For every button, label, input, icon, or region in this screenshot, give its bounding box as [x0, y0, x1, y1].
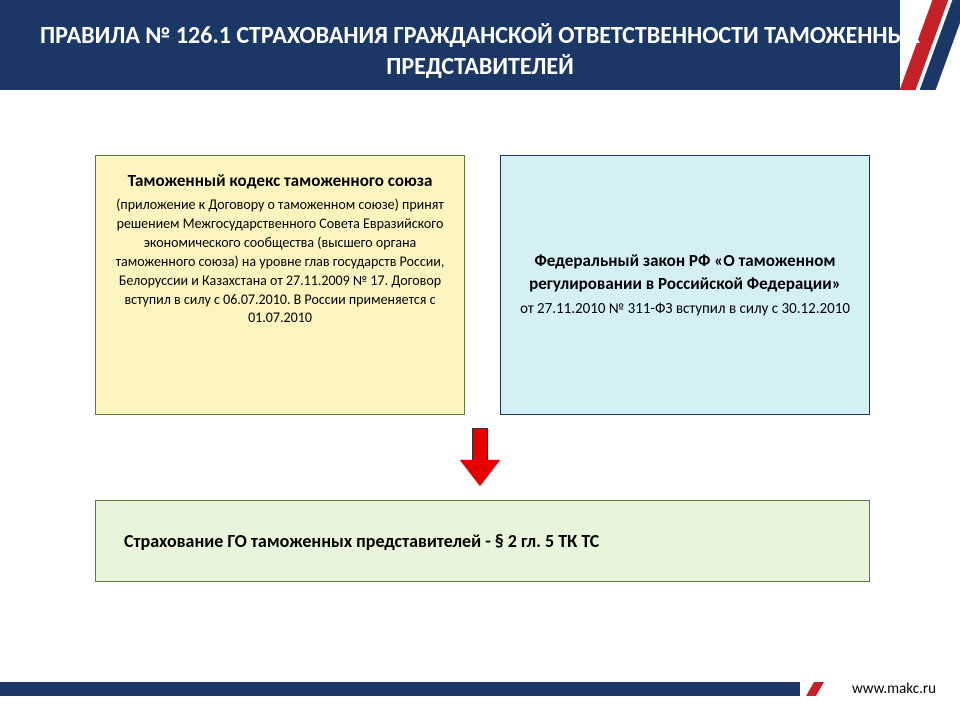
result-text: Страхование ГО таможенных представителей… [108, 530, 615, 552]
arrow-stem [472, 428, 488, 460]
footer-url: www.makc.ru [846, 680, 942, 698]
source-box-customs-code: Таможенный кодекс таможенного союза (при… [95, 155, 465, 415]
box-title: Федеральный закон РФ «О таможенном регул… [513, 250, 857, 294]
result-box-insurance: Страхование ГО таможенных представителей… [95, 500, 870, 582]
box-body: от 27.11.2010 № 311-ФЗ вступил в силу с … [513, 299, 857, 320]
source-box-federal-law: Федеральный закон РФ «О таможенном регул… [500, 155, 870, 415]
slide: ПРАВИЛА № 126.1 СТРАХОВАНИЯ ГРАЖДАНСКОЙ … [0, 0, 960, 720]
box-title: Таможенный кодекс таможенного союза [108, 170, 452, 192]
slide-title: ПРАВИЛА № 126.1 СТРАХОВАНИЯ ГРАЖДАНСКОЙ … [0, 10, 960, 82]
box-body: (приложение к Договору о таможенном союз… [108, 196, 452, 328]
arrow-head [460, 460, 500, 486]
down-arrow-icon [460, 428, 500, 488]
